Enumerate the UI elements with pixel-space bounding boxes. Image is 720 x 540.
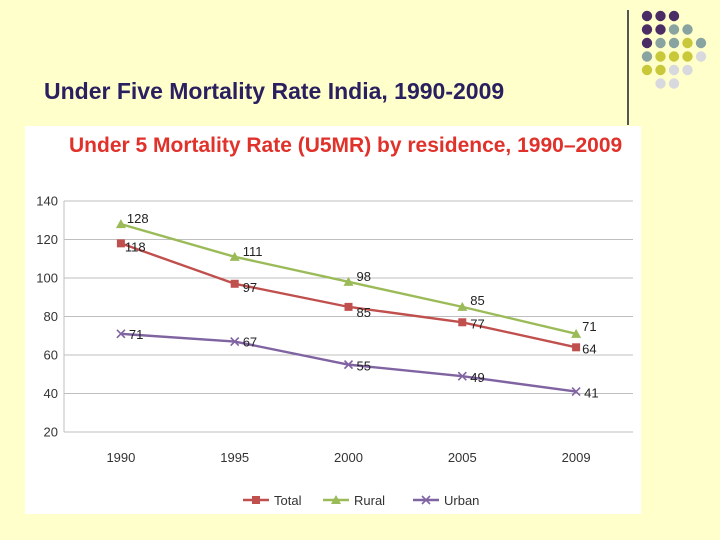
x-tick-label: 2000 (334, 450, 363, 465)
data-point-marker (343, 276, 354, 286)
data-point-marker (229, 251, 240, 261)
decorative-dot-pattern (641, 10, 707, 89)
y-tick-label: 20 (44, 425, 58, 440)
data-point-marker (458, 318, 467, 327)
data-point-marker (230, 336, 240, 347)
y-tick-label: 60 (44, 348, 58, 363)
data-point-marker (115, 219, 126, 229)
decorative-dot (668, 51, 680, 62)
legend-label: Urban (444, 493, 479, 508)
series-urban: 71 67 55 49 41 (116, 327, 599, 401)
data-point-marker (571, 387, 581, 397)
decorative-dot (695, 37, 707, 49)
chart-title: Under 5 Mortality Rate (U5MR) by residen… (69, 134, 623, 157)
decorative-dot (641, 37, 653, 49)
decorative-dot (655, 24, 666, 35)
chart-panel: 20 40 60 80 100 120 140 1990 1995 2000 2005 2009 118… (25, 126, 641, 514)
y-tick-label: 40 (44, 386, 58, 401)
series-line (120, 242, 577, 349)
data-point-marker (252, 496, 260, 504)
data-label: 97 (243, 280, 257, 295)
decorative-dot (668, 37, 680, 49)
data-label: 85 (470, 293, 484, 308)
data-label: 55 (357, 359, 371, 374)
decorative-dot (682, 37, 693, 49)
x-tick-label: 1990 (106, 450, 135, 465)
decorative-dot (682, 64, 693, 76)
decorative-dot (668, 78, 680, 89)
legend-label: Rural (354, 493, 385, 508)
decorative-dot (655, 51, 666, 62)
x-tick-label: 2005 (448, 450, 477, 465)
y-tick-label: 80 (44, 309, 58, 324)
data-label: 118 (125, 239, 146, 254)
data-point-marker (457, 371, 467, 381)
line-chart: 20 40 60 80 100 120 140 1990 1995 2000 2005 2009 118… (36, 194, 633, 508)
legend: Total Rural Urban (243, 493, 479, 508)
divider-line (627, 10, 629, 125)
y-tick-label: 100 (36, 271, 58, 286)
decorative-dot (641, 10, 653, 22)
data-label: 71 (582, 319, 596, 334)
slide-title: Under Five Mortality Rate India, 1990-20… (44, 78, 505, 104)
decorative-dot (641, 51, 653, 62)
decorative-dot (668, 10, 680, 22)
decorative-dot (682, 51, 693, 62)
data-point-marker (343, 360, 354, 370)
series-line (120, 332, 577, 393)
data-point-marker (572, 343, 581, 352)
data-label: 98 (357, 269, 371, 284)
decorative-dot (695, 51, 707, 62)
data-point-marker (421, 495, 431, 505)
data-point-marker (230, 279, 239, 288)
series-total: 118 97 85 77 64 (116, 239, 597, 356)
decorative-dot (655, 78, 666, 89)
decorative-dot (682, 24, 693, 35)
data-label: 77 (470, 316, 484, 331)
data-label: 111 (243, 244, 263, 259)
data-label: 41 (584, 386, 598, 401)
data-point-marker (331, 495, 341, 504)
data-label: 67 (243, 335, 257, 350)
decorative-dot (655, 64, 666, 76)
data-label: 128 (127, 211, 149, 226)
data-label: 71 (129, 327, 143, 342)
decorative-dot (641, 24, 653, 35)
data-label: 49 (470, 370, 484, 385)
data-point-marker (571, 328, 582, 338)
x-tick-label: 2009 (562, 450, 591, 465)
series-rural: 128 111 98 85 71 (115, 211, 597, 338)
x-tick-label: 1995 (220, 450, 249, 465)
legend-label: Total (274, 493, 302, 508)
y-tick-label: 140 (36, 194, 58, 209)
data-point-marker (457, 301, 468, 311)
data-point-marker (116, 239, 125, 248)
decorative-dot (655, 37, 666, 49)
y-tick-label: 120 (36, 232, 58, 247)
data-point-marker (116, 329, 126, 339)
data-label: 64 (582, 341, 596, 356)
data-label: 85 (357, 305, 371, 320)
decorative-dot (668, 64, 680, 76)
decorative-dot (641, 64, 653, 76)
decorative-dot (668, 24, 680, 35)
data-point-marker (344, 302, 353, 311)
decorative-dot (655, 10, 666, 22)
